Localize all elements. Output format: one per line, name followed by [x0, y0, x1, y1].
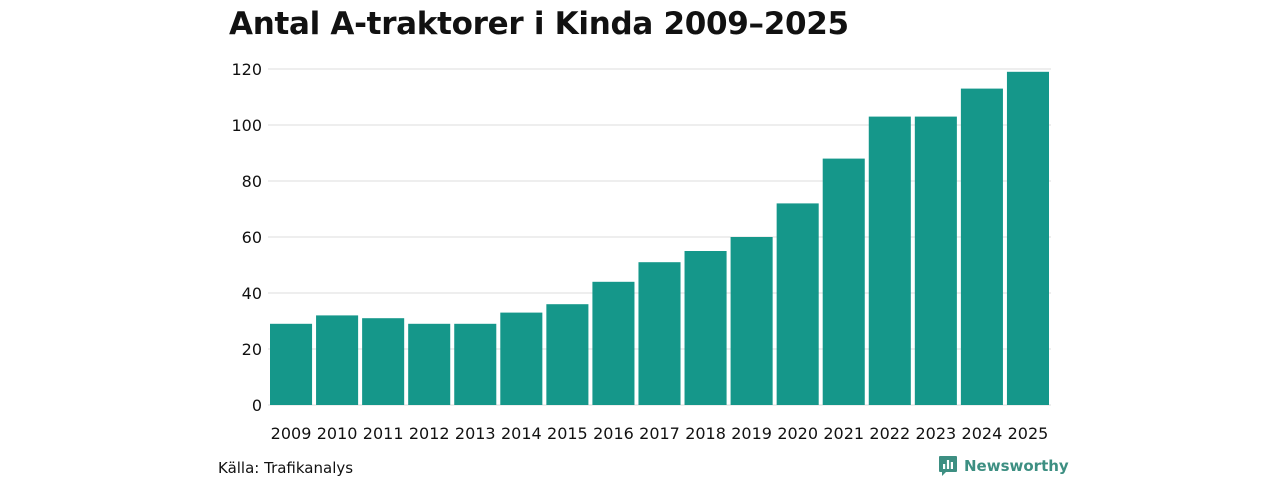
x-tick-label: 2021 [823, 424, 864, 443]
x-tick-label: 2013 [455, 424, 496, 443]
bar-2024 [960, 88, 1003, 405]
x-tick-label: 2017 [639, 424, 680, 443]
bar-2009 [270, 323, 313, 405]
chart-title: Antal A-traktorer i Kinda 2009–2025 [229, 6, 849, 42]
bar-2012 [408, 323, 451, 405]
x-tick-label: 2020 [777, 424, 818, 443]
x-tick-label: 2010 [317, 424, 358, 443]
y-tick-label: 100 [231, 116, 262, 135]
brand-name: Newsworthy [964, 457, 1069, 475]
x-tick-label: 2024 [962, 424, 1003, 443]
brand-logo: Newsworthy [938, 455, 1069, 477]
bar-2019 [730, 237, 773, 405]
bar-2014 [500, 312, 543, 405]
x-tick-label: 2023 [915, 424, 956, 443]
bar-2013 [454, 323, 497, 405]
x-tick-label: 2025 [1008, 424, 1049, 443]
bar-2011 [362, 318, 405, 405]
bar-2021 [822, 158, 865, 405]
x-tick-label: 2014 [501, 424, 542, 443]
x-tick-label: 2012 [409, 424, 450, 443]
y-tick-label: 20 [242, 340, 262, 359]
x-tick-label: 2011 [363, 424, 404, 443]
x-tick-label: 2022 [869, 424, 910, 443]
bar-2015 [546, 304, 589, 405]
source-note: Källa: Trafikanalys [218, 459, 354, 477]
bar-2017 [638, 262, 681, 405]
x-tick-label: 2018 [685, 424, 726, 443]
x-axis-ticks: 2009 2010 2011 2012 2013 2014 2015 2016 2017 2018… [271, 424, 1049, 443]
bar-2018 [684, 251, 727, 405]
bar-2025 [1006, 71, 1049, 406]
bar-2023 [914, 116, 957, 405]
bar-2022 [868, 116, 911, 405]
x-tick-label: 2015 [547, 424, 588, 443]
bar-2016 [592, 281, 635, 405]
y-tick-label: 40 [242, 284, 262, 303]
x-tick-label: 2016 [593, 424, 634, 443]
bars [270, 71, 1049, 406]
y-tick-label: 60 [242, 228, 262, 247]
newsworthy-chart-icon [939, 456, 957, 476]
x-tick-label: 2019 [731, 424, 772, 443]
y-tick-label: 0 [252, 396, 262, 415]
bar-2010 [316, 315, 359, 405]
y-tick-label: 120 [231, 60, 262, 79]
x-tick-label: 2009 [271, 424, 312, 443]
y-axis-ticks: 0 20 40 60 80 100 120 [231, 60, 262, 415]
y-tick-label: 80 [242, 172, 262, 191]
bar-2020 [776, 203, 819, 405]
